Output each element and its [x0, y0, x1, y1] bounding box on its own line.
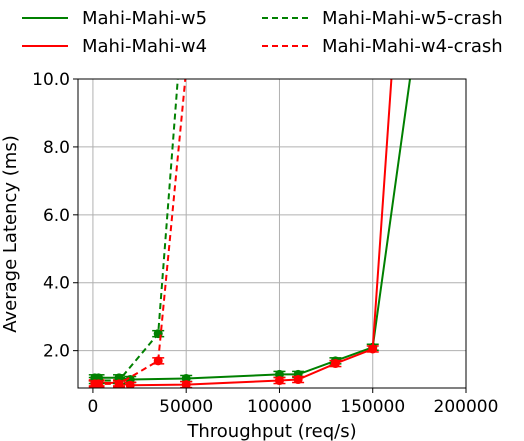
data-point [330, 359, 340, 369]
legend-entry: Mahi-Mahi-w4-crash [322, 36, 503, 57]
plot-frame [77, 78, 467, 389]
y-tick-label: 6.0 [43, 206, 70, 226]
x-tick-label: 100000 [247, 397, 312, 417]
x-tick-label: 200000 [434, 397, 499, 417]
grid [78, 78, 467, 388]
y-axis-label: Average Latency (ms) [0, 135, 21, 332]
data-point [274, 376, 284, 386]
series-line [94, 79, 411, 381]
data-point [153, 356, 163, 366]
data-point [293, 375, 303, 385]
legend-entry: Mahi-Mahi-w5 [82, 8, 207, 29]
y-tick-label: 10.0 [32, 70, 70, 90]
series-line [94, 79, 393, 387]
data-point [181, 380, 191, 388]
data-point [125, 380, 135, 388]
data-point [114, 379, 124, 388]
legend-entry: Mahi-Mahi-w4 [82, 36, 207, 57]
legend-entry: Mahi-Mahi-w5-crash [322, 8, 503, 29]
ticks: 0 50000 100000 150000 200000 2.0 4.0 6.0 8.0 10.0 [32, 70, 498, 417]
x-tick-label: 50000 [159, 397, 213, 417]
y-tick-label: 2.0 [43, 342, 70, 362]
data-point [368, 344, 378, 354]
x-tick-label: 150000 [340, 397, 405, 417]
y-tick-label: 4.0 [43, 274, 70, 294]
x-tick-label: 0 [88, 397, 99, 417]
series-line [94, 79, 179, 382]
y-tick-label: 8.0 [43, 138, 70, 158]
x-axis-label: Throughput (req/s) [186, 421, 356, 441]
legend: Mahi-Mahi-w5 Mahi-Mahi-w5-crash Mahi-Mahi-… [22, 8, 503, 57]
series-layer [88, 79, 411, 388]
series-line [94, 79, 187, 385]
data-point [94, 379, 104, 388]
